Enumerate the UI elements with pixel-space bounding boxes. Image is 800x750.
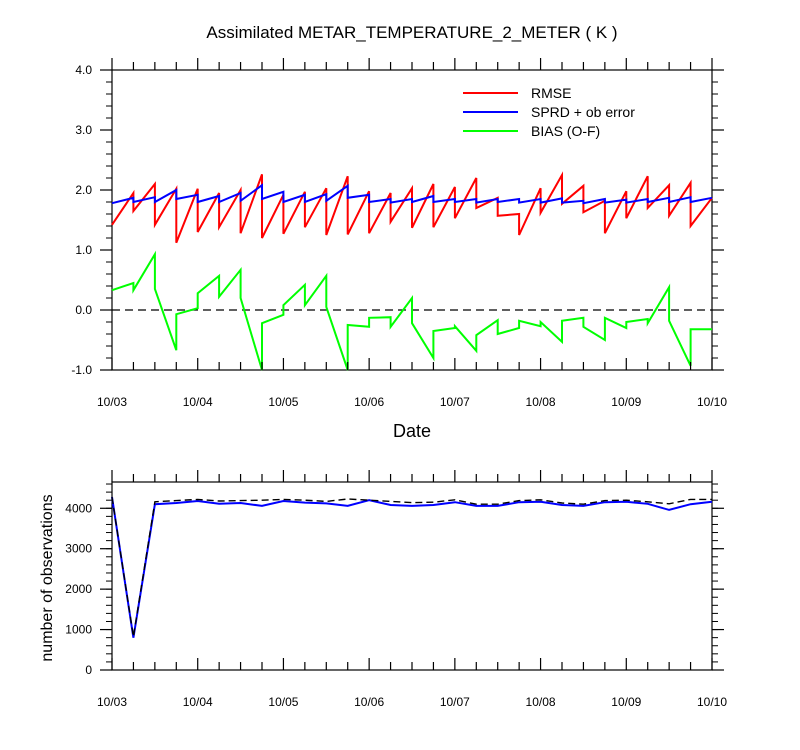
x-tick-label: 10/04 (183, 695, 213, 709)
bottom-panel: 10/03 10/04 10/05 10/06 10/07 10/08 10/09 10/10… (65, 470, 727, 709)
legend-label: SPRD + ob error (531, 104, 635, 120)
chart-title: Assimilated METAR_TEMPERATURE_2_METER ( … (206, 23, 617, 42)
y-tick-label: 2.0 (75, 183, 92, 197)
x-axis-label: Date (393, 421, 431, 441)
x-tick-label: 10/09 (611, 395, 641, 409)
x-tick-label: 10/05 (268, 395, 298, 409)
x-tick-label: 10/07 (440, 695, 470, 709)
y-tick-label: 2000 (65, 582, 92, 596)
y-tick-label: 0 (85, 663, 92, 677)
x-tick-label: 10/07 (440, 395, 470, 409)
series-line-observations-possible (111, 496, 712, 637)
y-tick-label: 3000 (65, 542, 92, 556)
series-line-rmse (111, 171, 713, 244)
x-tick-label: 10/10 (697, 395, 727, 409)
legend-label: RMSE (531, 85, 571, 101)
x-tick-label: 10/06 (354, 395, 384, 409)
y-tick-label: 0.0 (75, 303, 92, 317)
x-tick-label: 10/10 (697, 695, 727, 709)
legend-label: BIAS (O-F) (531, 123, 600, 139)
y-axis-label-observations: number of observations (39, 494, 56, 661)
x-tick-label: 10/08 (526, 695, 556, 709)
series-line-bias-o-f (111, 250, 712, 371)
y-tick-label: 1000 (65, 623, 92, 637)
y-tick-label: 4000 (65, 501, 92, 515)
x-tick-label: 10/04 (183, 395, 213, 409)
series-line-sprd-ob-error (111, 183, 713, 205)
bottom-plot-frame (111, 481, 713, 671)
y-tick-label: 4.0 (75, 63, 92, 77)
legend: RMSE SPRD + ob error BIAS (O-F) (463, 85, 635, 139)
x-tick-label: 10/03 (97, 695, 127, 709)
x-tick-label: 10/03 (97, 395, 127, 409)
y-tick-label: 1.0 (75, 243, 92, 257)
series-line-observations-used (111, 496, 713, 638)
x-tick-label: 10/05 (268, 695, 298, 709)
y-tick-label: -1.0 (71, 363, 92, 377)
top-panel: 10/03 10/04 10/05 10/06 10/07 10/08 10/09 10/10… (71, 58, 727, 409)
x-tick-label: 10/06 (354, 695, 384, 709)
x-tick-label: 10/09 (611, 695, 641, 709)
x-tick-label: 10/08 (526, 395, 556, 409)
y-tick-label: 3.0 (75, 123, 92, 137)
